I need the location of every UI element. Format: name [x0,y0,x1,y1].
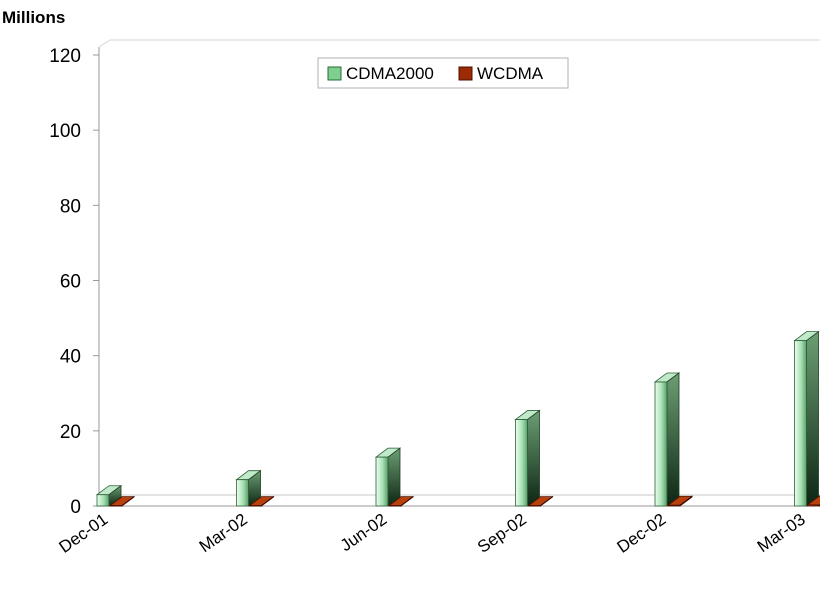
y-tick-label: 40 [60,347,81,368]
legend: CDMA2000 WCDMA [317,57,569,89]
floor-edge [98,494,820,507]
bar-wcdma-mar-03 [806,495,820,507]
legend-swatch-cdma2000 [327,66,342,81]
bar-cdma2000-dec-02 [653,372,681,507]
bar-front-face [236,479,249,507]
bar-wcdma-mar-02 [248,495,275,507]
bar-side-face [527,409,540,507]
y-tick-label: 120 [49,46,81,67]
bar-wcdma-dec-01 [108,495,136,507]
x-tick-label: Mar-02 [196,510,251,556]
bar-front-face [109,505,123,507]
bar-front-face [794,340,807,507]
y-tick-label: 100 [49,121,81,142]
bar-cdma2000-sep-02 [514,409,541,507]
bar-front-face [249,505,262,507]
bar-side-face [387,447,401,507]
bar-front-face [388,505,402,507]
x-tick-label: Dec-01 [55,510,111,557]
plot-frame [98,39,820,507]
bar-cdma2000-jun-02 [374,447,402,507]
bar-front-face [375,456,389,507]
legend-box [317,57,569,89]
bar-wcdma-jun-02 [387,495,415,507]
y-tick-label: 60 [60,272,81,293]
x-axis-ticks: Dec-01Mar-02Jun-02Sep-02Dec-02Mar-03Jun-… [55,510,809,557]
y-tick-label: 0 [70,497,81,518]
y-axis-ticks: 0 20 40 60 80 100 120 [49,46,99,518]
bar-front-face [515,419,528,507]
y-axis-unit-label: Millions [2,8,65,27]
x-tick-label: Sep-02 [474,510,530,557]
bar-wcdma-sep-02 [527,495,554,507]
x-tick-label: Jun-02 [337,510,390,555]
bar-side-face [806,330,819,507]
x-tick-label: Mar-03 [754,510,809,556]
bar-cdma2000-mar-03 [793,330,820,507]
back-wall-edge [98,39,820,48]
bars [95,330,820,507]
bar-wcdma-dec-02 [666,495,694,507]
legend-label-cdma2000: CDMA2000 [346,64,434,83]
bar-front-face [667,504,681,507]
y-tick-label: 80 [60,196,81,217]
x-tick-label: Dec-02 [613,510,669,557]
bar-front-face [654,381,668,507]
bar-front-face [96,494,110,507]
bar-front-face [807,504,820,507]
bar-front-face [528,505,541,507]
y-tick-label: 20 [60,422,81,443]
legend-label-wcdma: WCDMA [477,64,544,83]
legend-swatch-wcdma [458,66,473,81]
bar-side-face [666,372,680,507]
